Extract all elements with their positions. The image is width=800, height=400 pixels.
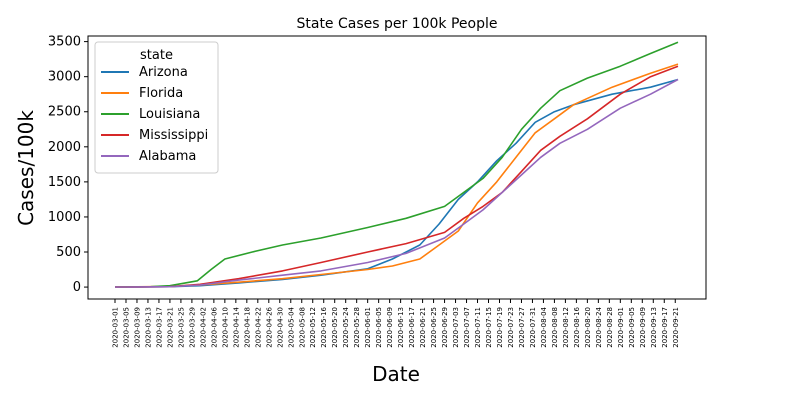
x-tick-label: 2020-08-16: [573, 306, 581, 347]
x-tick-label: 2020-03-13: [144, 307, 152, 348]
x-tick-label: 2020-06-17: [408, 307, 416, 348]
chart-title: State Cases per 100k People: [296, 16, 497, 32]
x-tick-label: 2020-03-17: [155, 307, 163, 348]
y-tick-label: 3000: [48, 70, 81, 85]
legend-title: state: [140, 48, 173, 63]
x-tick-label: 2020-09-09: [639, 307, 647, 348]
x-tick-label: 2020-09-05: [628, 307, 636, 348]
x-tick-label: 2020-08-04: [540, 306, 548, 347]
x-tick-label: 2020-03-01: [112, 307, 120, 348]
x-tick-label: 2020-08-28: [606, 307, 614, 348]
x-tick-label: 2020-04-22: [254, 307, 262, 348]
legend-entry-arizona: Arizona: [139, 65, 188, 80]
series-line-alabama: [114, 78, 679, 288]
x-tick-label: 2020-07-15: [485, 307, 493, 348]
series-line-louisiana: [114, 41, 679, 288]
legend-entry-alabama: Alabama: [139, 149, 196, 164]
y-tick-label: 0: [73, 280, 81, 295]
legend-entry-mississippi: Mississippi: [139, 128, 208, 143]
x-tick-label: 2020-03-29: [188, 307, 196, 348]
series-line-florida: [114, 63, 679, 288]
x-tick-label: 2020-06-05: [375, 307, 383, 348]
x-tick-label: 2020-04-10: [221, 307, 229, 348]
y-axis-label: Cases/100k: [14, 110, 38, 226]
y-tick-label: 2500: [48, 105, 81, 120]
x-tick-label: 2020-03-21: [166, 307, 174, 348]
x-tick-label: 2020-06-25: [430, 307, 438, 348]
x-tick-label: 2020-04-30: [276, 307, 284, 348]
x-tick-label: 2020-05-24: [342, 306, 350, 347]
plot-frame: [87, 35, 707, 300]
x-tick-label: 2020-09-21: [672, 307, 680, 348]
x-tick-label: 2020-08-12: [562, 307, 570, 348]
x-tick-label: 2020-07-11: [474, 307, 482, 348]
x-tick-label: 2020-06-29: [441, 307, 449, 348]
x-tick-label: 2020-04-14: [232, 306, 240, 347]
x-tick-label: 2020-03-05: [122, 307, 130, 348]
x-tick-label: 2020-08-24: [595, 306, 603, 347]
x-tick-label: 2020-03-09: [133, 307, 141, 348]
x-tick-label: 2020-08-08: [551, 307, 559, 348]
y-tick-label: 2000: [48, 140, 81, 155]
x-tick-label: 2020-07-31: [529, 307, 537, 348]
x-tick-label: 2020-07-03: [452, 307, 460, 348]
x-tick-label: 2020-03-25: [177, 307, 185, 348]
x-tick-label: 2020-07-27: [518, 307, 526, 348]
y-tick-label: 1500: [48, 175, 81, 190]
x-tick-label: 2020-05-12: [309, 307, 317, 348]
x-tick-label: 2020-08-20: [584, 307, 592, 348]
x-tick-label: 2020-05-20: [331, 307, 339, 348]
x-tick-label: 2020-04-06: [210, 306, 218, 347]
x-tick-label: 2020-06-09: [386, 307, 394, 348]
x-tick-label: 2020-06-01: [364, 307, 372, 348]
y-tick-label: 1000: [48, 210, 81, 225]
x-tick-label: 2020-05-28: [353, 307, 361, 348]
x-tick-label: 2020-04-02: [199, 307, 207, 348]
x-tick-label: 2020-04-26: [265, 306, 273, 347]
x-tick-label: 2020-07-19: [496, 307, 504, 348]
x-tick-label: 2020-06-21: [419, 307, 427, 348]
legend-box: [94, 41, 219, 174]
legend-entry-louisiana: Louisiana: [139, 107, 200, 122]
series-line-mississippi: [114, 65, 679, 288]
x-tick-label: 2020-04-18: [243, 307, 251, 348]
x-tick-label: 2020-09-13: [650, 307, 658, 348]
x-tick-label: 2020-05-08: [298, 307, 306, 348]
x-axis-label: Date: [372, 362, 420, 386]
legend-entry-florida: Florida: [139, 86, 183, 101]
y-tick-label: 500: [56, 245, 81, 260]
x-tick-label: 2020-09-17: [661, 307, 669, 348]
x-tick-label: 2020-09-01: [617, 307, 625, 348]
x-tick-label: 2020-05-04: [287, 306, 295, 347]
x-tick-label: 2020-06-13: [397, 307, 405, 348]
y-tick-label: 3500: [48, 35, 81, 50]
x-tick-label: 2020-07-23: [507, 307, 515, 348]
x-tick-label: 2020-05-16: [320, 306, 328, 347]
x-tick-label: 2020-07-07: [463, 307, 471, 348]
